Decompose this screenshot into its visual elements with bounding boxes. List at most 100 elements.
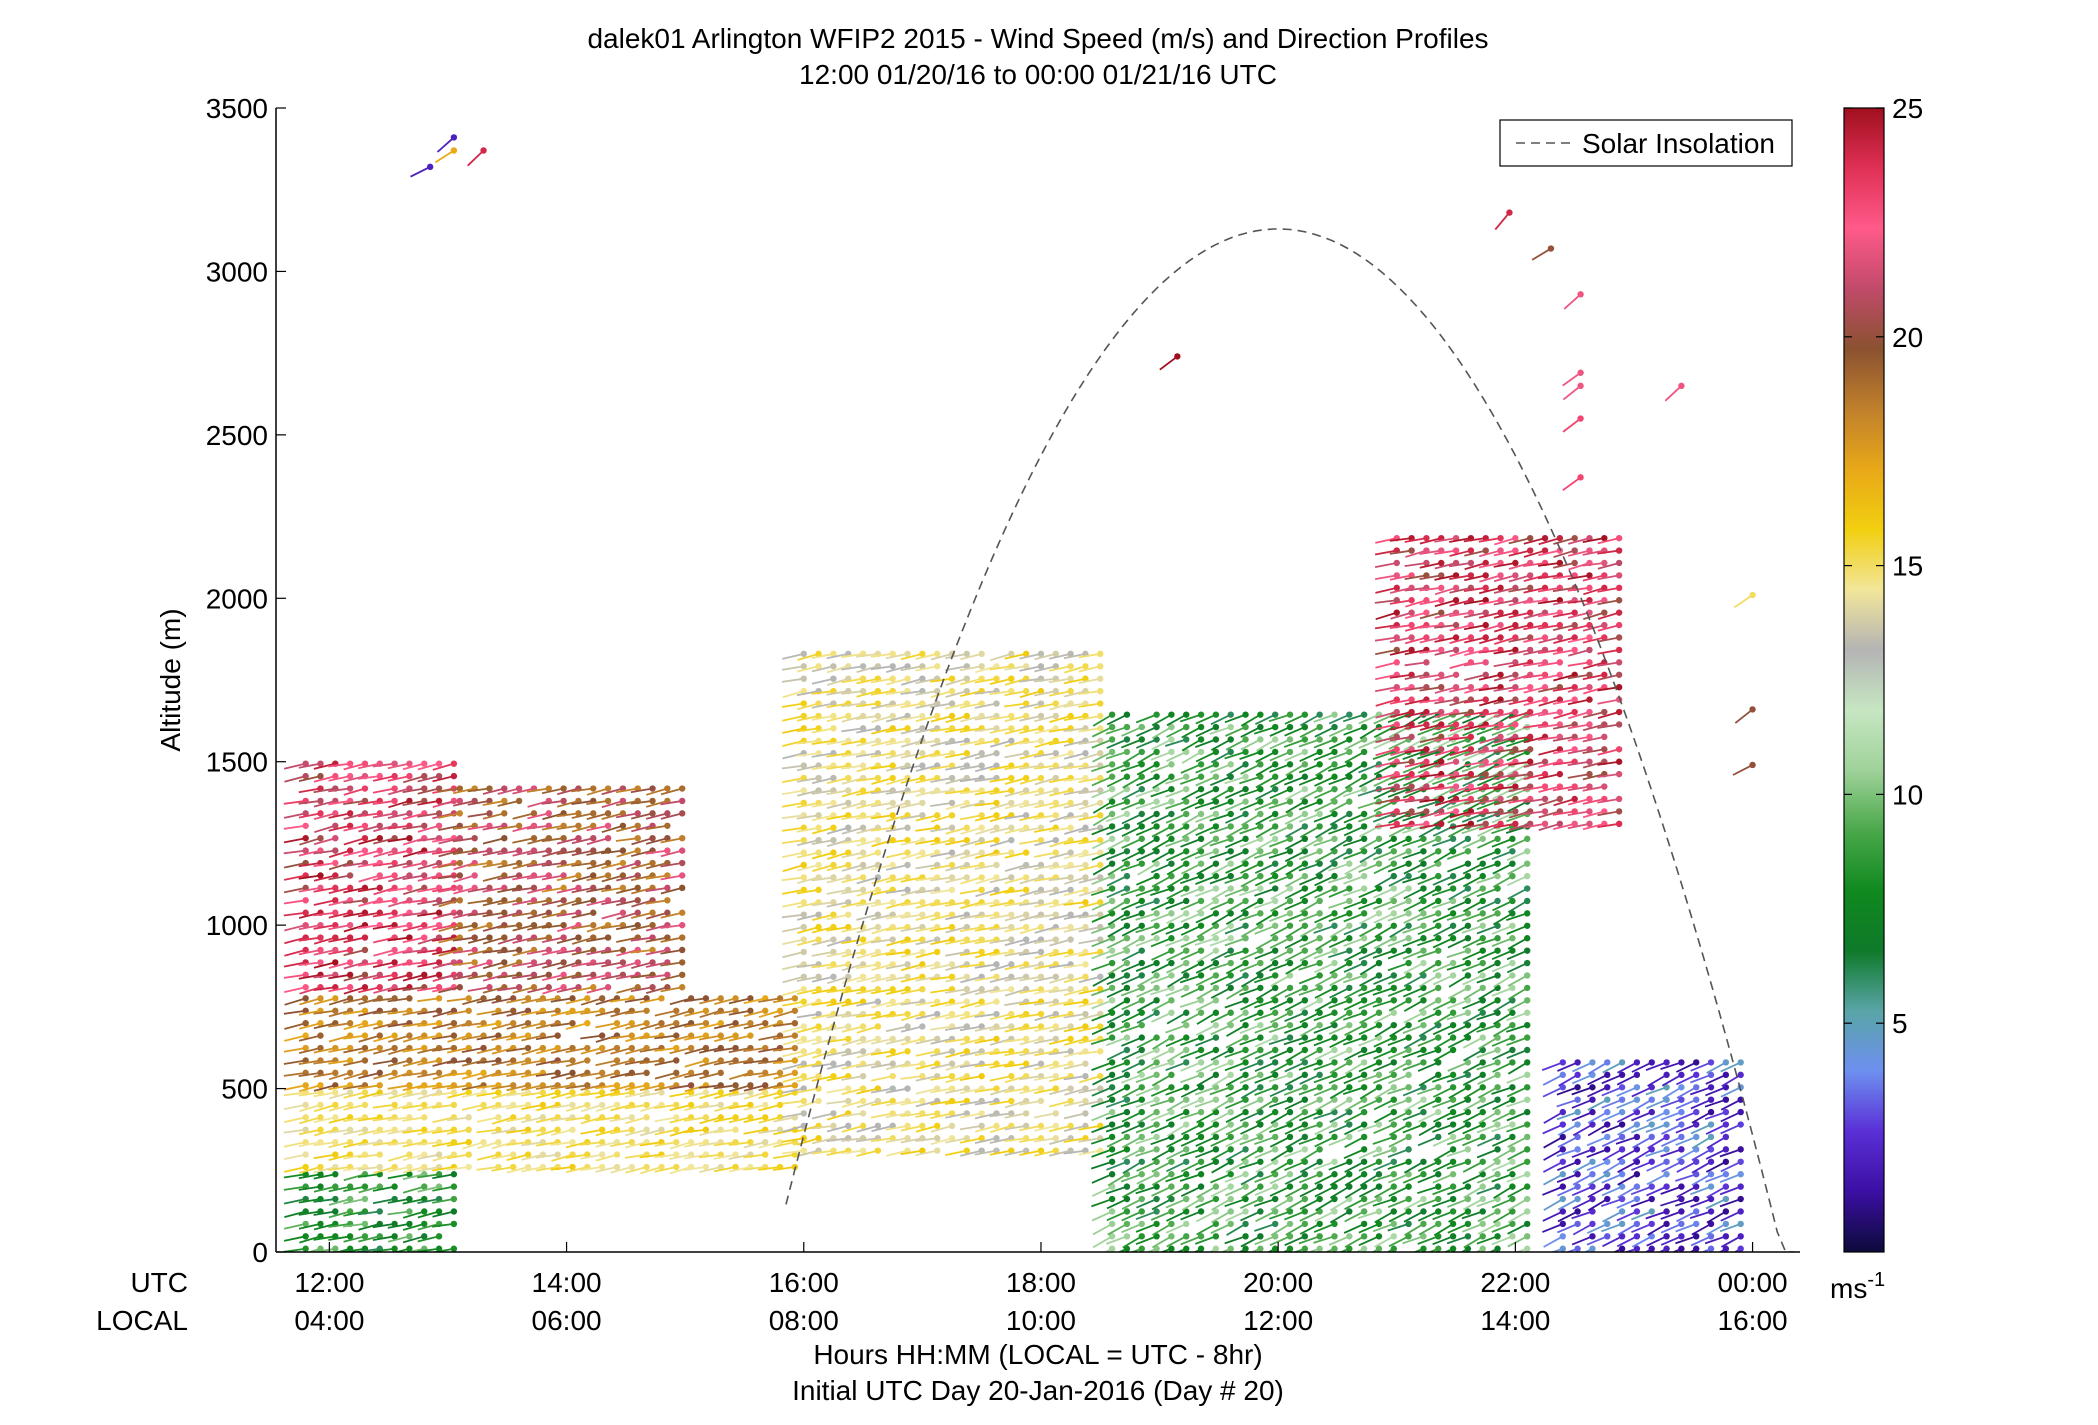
wind-barb-point: [361, 946, 369, 954]
wind-barb-shaft: [491, 1084, 514, 1090]
wind-barb-shaft: [580, 1141, 603, 1146]
wind-barb: [402, 1101, 428, 1110]
wind-barb-point: [978, 762, 985, 769]
wind-barb: [698, 1151, 724, 1159]
wind-barb-shaft: [580, 1153, 603, 1160]
wind-barb-shaft: [432, 1141, 455, 1148]
wind-barb-point: [859, 849, 867, 856]
wind-barb-shaft: [580, 1071, 603, 1078]
wind-barb: [417, 1069, 443, 1078]
wind-barb-shaft: [357, 1153, 380, 1159]
wind-barb-shaft: [654, 1084, 677, 1092]
wind-barb: [357, 1082, 383, 1090]
wind-barb-shaft: [298, 1059, 321, 1065]
wind-barb-point: [963, 1035, 971, 1043]
wind-barb: [565, 995, 591, 1005]
wind-barb-point: [830, 663, 837, 670]
wind-barb-point: [904, 675, 911, 682]
wind-barb: [343, 1057, 369, 1067]
wind-barb: [669, 1138, 695, 1150]
wind-barb-point: [302, 1101, 309, 1109]
wind-barb-shaft: [313, 1173, 336, 1180]
wind-barb-point: [332, 1007, 339, 1014]
wind-barb-point: [628, 1163, 635, 1171]
wind-barb: [417, 1138, 443, 1146]
wind-barb-shaft: [372, 1235, 395, 1241]
wind-barb-point: [978, 1072, 985, 1080]
wind-barb: [284, 1114, 309, 1123]
wind-barb: [313, 995, 339, 1006]
wind-barb-shaft: [610, 1141, 632, 1147]
wind-barb-shaft: [417, 1071, 440, 1078]
wind-barb-point: [346, 1069, 354, 1077]
wind-barb-point: [332, 1069, 339, 1077]
wind-barb-shaft: [358, 1091, 381, 1100]
wind-barb-shaft: [699, 1116, 721, 1125]
wind-barb-shaft: [595, 1072, 618, 1080]
wind-barb-shaft: [506, 1059, 529, 1066]
wind-barb-point: [619, 946, 627, 954]
wind-barb-point: [584, 1151, 591, 1158]
wind-barb-point: [302, 995, 309, 1002]
wind-barb-shaft: [565, 1104, 588, 1112]
wind-barb: [328, 1020, 354, 1028]
wind-barb-point: [702, 1163, 710, 1171]
wind-barb-point: [643, 1069, 650, 1077]
wind-barb-shaft: [565, 1009, 588, 1016]
wind-barb-point: [361, 1007, 369, 1014]
wind-barb: [284, 1163, 309, 1173]
wind-barb-point: [948, 1122, 956, 1130]
wind-barb-point: [948, 861, 956, 869]
wind-barb-point: [993, 998, 1000, 1005]
wind-barb-shaft: [283, 1047, 306, 1053]
wind-barb-shaft: [387, 1009, 410, 1015]
wind-barb-point: [993, 1085, 1000, 1092]
wind-barb-point: [332, 1183, 339, 1190]
wind-barb-point: [539, 1126, 547, 1133]
wind-barb: [283, 1245, 309, 1252]
wind-barb: [609, 1032, 635, 1040]
wind-barb-point: [346, 1089, 354, 1096]
wind-barb-shaft: [357, 1166, 380, 1171]
wind-barb-point: [993, 750, 1000, 757]
wind-barb: [432, 1032, 458, 1040]
wind-barb-shaft: [467, 812, 490, 818]
wind-barb-point: [317, 934, 324, 941]
wind-barb-point: [776, 1114, 784, 1121]
wind-barb-shaft: [743, 1084, 766, 1092]
wind-barb: [476, 1151, 502, 1161]
wind-barb-shaft: [283, 837, 306, 844]
wind-barb-point: [456, 897, 464, 904]
wind-barb: [358, 1069, 383, 1079]
wind-barb: [343, 1044, 369, 1054]
wind-barb-point: [501, 810, 508, 817]
wind-barb-point: [948, 824, 956, 831]
wind-barb-shaft: [900, 1075, 923, 1080]
wind-barb-shaft: [550, 1166, 573, 1171]
wind-barb: [639, 1057, 665, 1065]
wind-barb-shaft: [728, 1022, 751, 1029]
wind-barb: [728, 1138, 754, 1146]
wind-barb-shaft: [476, 1034, 499, 1041]
wind-barb: [654, 1007, 680, 1017]
wind-barb-shaft: [743, 1141, 766, 1149]
wind-barb-point: [361, 1044, 369, 1052]
wind-barb-point: [471, 834, 478, 842]
wind-barb-shaft: [372, 1059, 395, 1065]
wind-barb-point: [1008, 774, 1015, 782]
wind-barb-point: [1022, 923, 1030, 931]
wind-barb-point: [889, 936, 896, 943]
wind-barb-shaft: [536, 1104, 558, 1112]
wind-barb-point: [845, 824, 852, 831]
wind-barb-point: [376, 1082, 383, 1089]
wind-barb-point: [302, 1163, 309, 1171]
wind-barb-point: [569, 1126, 576, 1133]
wind-barb-shaft: [536, 1116, 558, 1124]
wind-barb-point: [1008, 1072, 1015, 1080]
wind-barb-shaft: [580, 1104, 603, 1113]
wind-barb-shaft: [535, 1084, 558, 1090]
wind-barb-point: [919, 787, 926, 794]
wind-barb: [343, 1032, 369, 1040]
wind-barb-point: [919, 1122, 926, 1130]
wind-barb-point: [346, 995, 354, 1002]
